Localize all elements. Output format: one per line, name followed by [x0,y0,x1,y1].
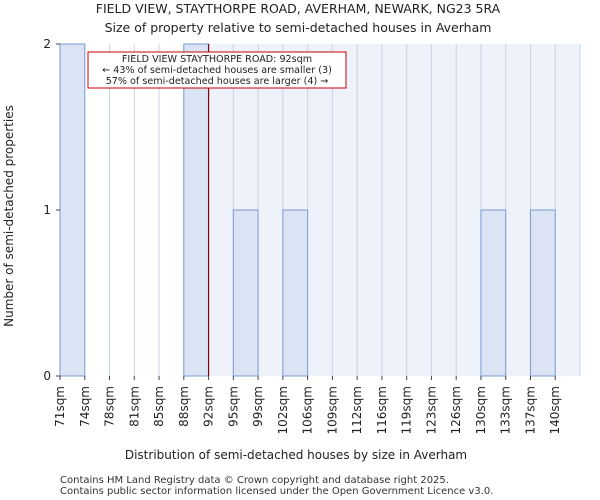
annotation-box [87,51,347,89]
x-tick-label: 137sqm [523,386,537,434]
y-tick-label: 0 [43,369,51,383]
x-tick-label: 78sqm [103,386,117,427]
x-ticks: 71sqm 74sqm 78sqm 81sqm 85sqm 88sqm 92sqm 95sqm… [53,376,562,434]
x-tick-label: 102sqm [276,386,290,434]
chart-title: FIELD VIEW, STAYTHORPE ROAD, AVERHAM, NE… [96,1,501,16]
x-tick-label: 95sqm [226,386,240,427]
annotation: FIELD VIEW STAYTHORPE ROAD: 92sqm ← 43% … [87,51,347,89]
footer-licence: Contains public sector information licen… [60,486,493,497]
x-tick-label: 140sqm [548,386,562,434]
bar-130sqm [480,209,507,377]
x-tick-label: 133sqm [499,386,513,434]
annotation-line: ← 43% of semi-detached houses are smalle… [102,65,332,76]
x-tick-label: 109sqm [325,386,339,434]
x-tick-label: 99sqm [251,386,265,427]
x-tick-label: 123sqm [424,386,438,434]
x-tick-label: 112sqm [350,386,364,434]
x-tick-label: 71sqm [53,386,67,427]
x-tick-label: 88sqm [177,386,191,427]
y-axis-label: Number of semi-detached properties [2,105,16,327]
annotation-line: FIELD VIEW STAYTHORPE ROAD: 92sqm [122,54,312,65]
x-tick-label: 81sqm [127,386,141,427]
x-axis-label: Distribution of semi-detached houses by … [125,448,467,462]
footer-copyright: Contains HM Land Registry data © Crown c… [60,475,449,486]
bar-95sqm [232,209,259,377]
bar-137sqm [529,209,556,377]
y-tick-label: 2 [43,37,51,51]
x-tick-label: 126sqm [449,386,463,434]
y-tick-label: 1 [43,203,51,217]
bar-71sqm [59,43,86,377]
bar-88sqm [183,43,210,377]
x-tick-label: 116sqm [375,386,389,434]
x-tick-label: 106sqm [301,386,315,434]
y-ticks: 0 1 2 [43,37,60,383]
annotation-line: 57% of semi-detached houses are larger (… [106,76,329,87]
chart-subtitle: Size of property relative to semi-detach… [105,20,492,35]
x-tick-label: 119sqm [400,386,414,434]
x-tick-label: 130sqm [474,386,488,434]
bar-102sqm [282,209,309,377]
x-tick-label: 92sqm [202,386,216,427]
x-tick-label: 85sqm [152,386,166,427]
x-tick-label: 74sqm [78,386,92,427]
